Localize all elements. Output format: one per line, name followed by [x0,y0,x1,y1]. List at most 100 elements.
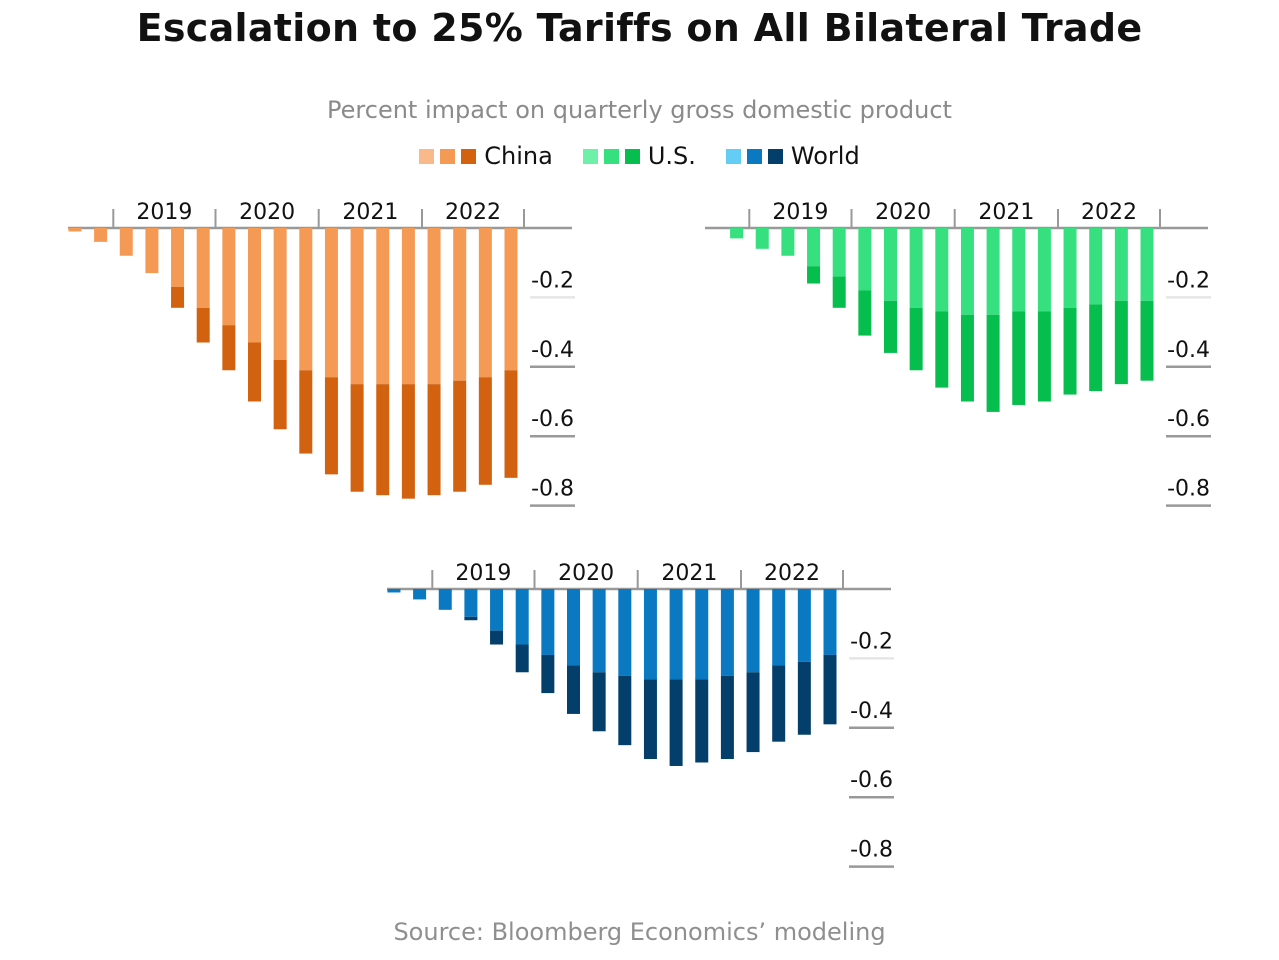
bar-2022-q2-segment-2 [1089,304,1103,392]
bar-2018-q3-segment-1 [387,589,401,593]
year-label: 2019 [455,561,511,586]
legend-label: World [790,142,860,170]
bar-2020-q3-segment-1 [592,589,606,673]
legend-item-us: U.S. [582,142,696,170]
legend-swatch [440,148,456,164]
source-note: Source: Bloomberg Economics’ modeling [393,918,886,946]
bar-2021-q1-segment-2 [324,377,338,475]
bar-2022-q3-segment-1 [478,228,492,378]
bar-2022-q4-segment-2 [823,654,837,725]
bar-2020-q2-segment-2 [567,665,580,714]
bar-2020-q4-segment-2 [618,675,632,746]
bar-2019-q3-segment-1 [171,228,185,287]
bar-2020-q4-segment-1 [618,589,632,676]
bar-2020-q3-segment-2 [909,307,923,371]
bar-2019-q4-segment-2 [832,276,846,308]
year-label: 2022 [764,561,820,586]
bar-2021-q4-segment-2 [720,675,734,760]
bar-2021-q3-segment-2 [1012,311,1026,405]
bar-2022-q1-segment-2 [746,672,760,753]
bar-2022-q3-segment-1 [797,589,811,662]
y-tick-label: -0.6 [1167,407,1210,432]
y-tick-label: -0.4 [531,338,574,363]
year-label: 2021 [342,200,398,225]
bar-2022-q1-segment-2 [1063,307,1077,395]
bar-2020-q3-segment-1 [909,228,923,308]
bar-2021-q2-segment-1 [350,228,364,385]
year-label: 2022 [1081,200,1137,225]
bar-2021-q2-segment-1 [986,228,1000,315]
legend-swatch [582,148,598,164]
bar-2019-q2-segment-2 [464,616,478,621]
bar-2021-q1-segment-2 [960,314,974,402]
bar-2020-q4-segment-2 [299,370,313,454]
bar-2020-q2-segment-2 [884,300,897,353]
legend: China U.S. World [0,142,1279,170]
bar-2022-q4-segment-1 [504,228,518,371]
bar-2020-q4-segment-2 [935,311,949,388]
bar-2021-q3-segment-2 [376,384,390,496]
bar-2019-q4-segment-1 [515,589,529,645]
bar-2021-q2-segment-2 [986,314,1000,412]
bar-2019-q3-segment-1 [490,589,504,631]
bar-2018-q3-segment-1 [68,228,82,232]
legend-swatch [767,148,783,164]
bar-2020-q3-segment-2 [592,672,606,732]
bar-2021-q3-segment-1 [376,228,390,385]
bar-2021-q2-segment-2 [669,679,683,766]
bar-2019-q4-segment-2 [515,644,529,673]
year-label: 2021 [978,200,1034,225]
bar-2019-q4-segment-1 [196,228,210,308]
panel-china: 2019 2020 2021 2022 -0.2 -0.4 -0.6 -0.8 [68,200,575,507]
bar-2018-q4-segment-1 [730,228,744,239]
bar-2020-q4-segment-1 [935,228,949,312]
bar-2019-q2-segment-1 [781,228,795,256]
bar-2022-q3-segment-2 [478,377,492,485]
bar-2020-q1-segment-1 [222,228,236,326]
bar-2022-q3-segment-2 [797,661,811,735]
bar-2019-q4-segment-2 [196,307,210,343]
legend-swatch [725,148,741,164]
bar-2022-q2-segment-1 [1089,228,1103,305]
bar-2019-q2-segment-1 [145,228,159,274]
bar-2018-q4-segment-1 [413,589,427,600]
panel-us: 2019 2020 2021 2022 -0.2 -0.4 -0.6 -0.8 [705,200,1211,507]
y-tick-label: -0.6 [850,768,893,793]
bar-2021-q3-segment-1 [695,589,709,680]
bar-2019-q3-segment-2 [490,630,504,645]
bar-2019-q1-segment-1 [755,228,769,249]
year-label: 2021 [661,561,717,586]
legend-item-world: World [725,142,860,170]
bar-2022-q4-segment-1 [1140,228,1154,301]
y-tick-label: -0.4 [850,699,893,724]
bar-2022-q2-segment-2 [772,665,786,742]
y-tick-label: -0.4 [1167,338,1210,363]
bar-2021-q1-segment-1 [324,228,338,378]
panel-world: 2019 2020 2021 2022 -0.2 -0.4 -0.6 -0.8 [387,561,894,868]
year-label: 2020 [239,200,295,225]
bar-2021-q3-segment-1 [1012,228,1026,312]
bar-2021-q3-segment-2 [695,679,709,763]
y-tick-label: -0.2 [1167,268,1210,293]
y-tick-label: -0.6 [531,407,574,432]
year-label: 2019 [136,200,192,225]
year-label: 2022 [445,200,501,225]
bar-2020-q3-segment-2 [273,359,287,430]
bar-2022-q2-segment-2 [453,380,467,492]
legend-swatch [461,148,477,164]
bar-2022-q2-segment-1 [453,228,467,381]
bar-2020-q1-segment-2 [541,654,555,694]
legend-swatch [624,148,640,164]
bar-2020-q4-segment-1 [299,228,313,371]
bar-2021-q2-segment-1 [669,589,683,680]
legend-label: China [484,142,553,170]
bar-2022-q4-segment-1 [823,589,837,655]
bar-2022-q3-segment-1 [1114,228,1128,301]
chart-title: Escalation to 25% Tariffs on All Bilater… [136,6,1143,50]
y-tick-label: -0.2 [850,629,893,654]
bar-2021-q1-segment-1 [643,589,657,680]
bar-2020-q2-segment-1 [248,228,261,343]
bar-2022-q1-segment-1 [1063,228,1077,308]
bar-2019-q1-segment-1 [119,228,133,256]
